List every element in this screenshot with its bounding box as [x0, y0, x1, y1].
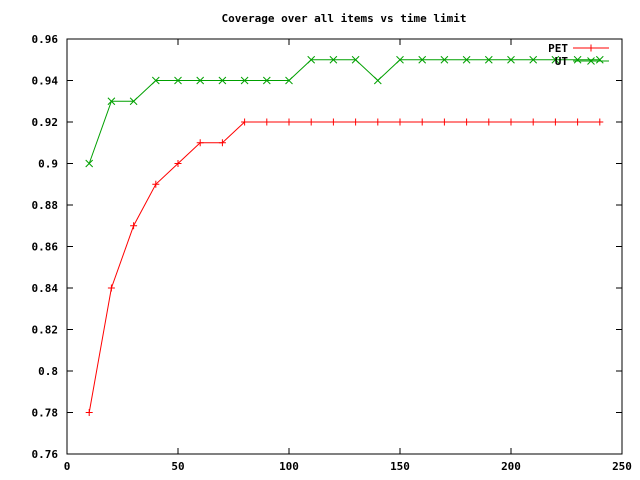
data-point-cross: [529, 55, 538, 64]
data-point-cross: [573, 55, 582, 64]
x-tick-label: 0: [64, 460, 71, 473]
x-tick-label: 250: [612, 460, 632, 473]
data-point-cross: [151, 76, 160, 85]
y-tick-label: 0.92: [32, 116, 59, 129]
data-point-cross: [551, 55, 560, 64]
legend-label: PET: [548, 42, 568, 55]
data-point-cross: [373, 76, 382, 85]
data-point-cross: [440, 55, 449, 64]
series-layer: [85, 55, 604, 416]
x-tick-label: 50: [171, 460, 184, 473]
x-tick-label: 200: [501, 460, 521, 473]
data-point-cross: [418, 55, 427, 64]
axis-tick-labels: 0 50 100 150 200 250 0.76 0.78 0.8 0.82 0.84 0.86 0.…: [32, 33, 632, 473]
x-tick-label: 150: [390, 460, 410, 473]
series-pet: [85, 118, 604, 416]
series-line: [88, 121, 600, 413]
plot-frame: [66, 38, 623, 455]
x-tick-label: 100: [279, 460, 299, 473]
y-tick-label: 0.88: [32, 199, 59, 212]
series-line: [88, 59, 600, 164]
data-point-cross: [174, 76, 182, 85]
data-point-cross: [307, 55, 316, 64]
data-point-cross: [587, 57, 595, 65]
data-point-cross: [351, 55, 360, 64]
y-tick-label: 0.86: [32, 241, 59, 254]
legend-label: UT: [555, 55, 569, 68]
data-point-cross: [329, 55, 338, 64]
data-point-cross: [129, 97, 138, 106]
y-tick-label: 0.9: [38, 158, 58, 171]
data-point-cross: [107, 97, 116, 106]
chart-title: Coverage over all items vs time limit: [221, 12, 466, 25]
data-point-cross: [218, 76, 227, 85]
data-point-cross: [196, 76, 205, 85]
axis-ticks: [66, 38, 623, 455]
data-point-cross: [507, 55, 515, 64]
y-tick-label: 0.84: [32, 282, 59, 295]
data-point-cross: [285, 76, 293, 85]
data-point-cross: [484, 55, 493, 64]
data-point-cross: [262, 76, 271, 85]
y-tick-label: 0.96: [32, 33, 59, 46]
series-ut: [85, 55, 604, 168]
data-point-cross: [462, 55, 471, 64]
y-tick-label: 0.82: [32, 324, 59, 337]
data-point-cross: [240, 76, 249, 85]
data-point-cross: [396, 55, 404, 64]
data-point-cross: [85, 159, 94, 168]
y-tick-label: 0.76: [32, 448, 59, 461]
y-tick-label: 0.78: [32, 407, 59, 420]
y-tick-label: 0.94: [32, 75, 59, 88]
data-point-cross: [595, 55, 604, 64]
y-tick-label: 0.8: [38, 365, 58, 378]
